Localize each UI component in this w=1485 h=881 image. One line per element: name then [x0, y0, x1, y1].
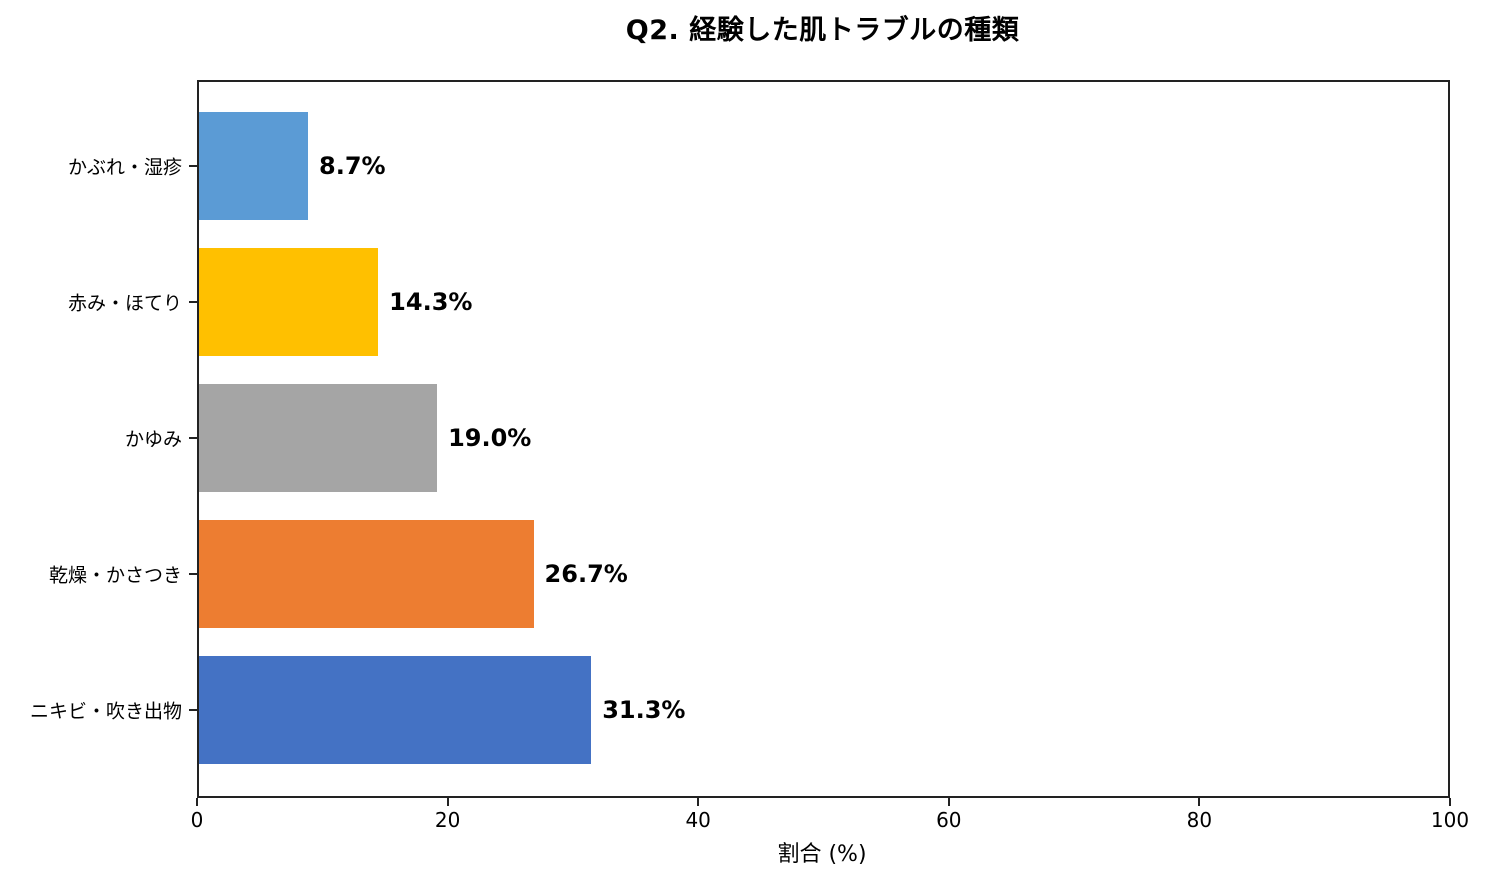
bar-value-label: 19.0% — [448, 424, 532, 452]
y-tick — [189, 301, 197, 303]
y-tick-label: ニキビ・吹き出物 — [29, 700, 182, 723]
x-tick-label: 100 — [1430, 808, 1470, 832]
x-tick — [1198, 798, 1201, 806]
x-tick-label: 80 — [1186, 808, 1213, 832]
y-tick — [189, 573, 197, 575]
y-tick — [189, 437, 197, 439]
bar-value-label: 14.3% — [389, 288, 473, 316]
x-tick-label: 0 — [190, 808, 204, 832]
y-tick — [189, 709, 197, 711]
y-tick-label: かぶれ・湿疹 — [67, 156, 182, 179]
y-tick — [189, 165, 197, 167]
bar — [199, 520, 534, 628]
x-tick — [947, 798, 950, 806]
plot-area — [197, 80, 1450, 798]
x-axis-title: 割合 (%) — [777, 842, 867, 867]
y-tick-label: かゆみ — [124, 428, 182, 451]
bar — [199, 112, 308, 220]
y-tick-label: 乾燥・かさつき — [48, 564, 182, 587]
bar-value-label: 8.7% — [319, 152, 386, 180]
y-tick-label: 赤み・ほてり — [67, 292, 182, 315]
bar — [199, 248, 379, 356]
x-tick-label: 20 — [434, 808, 461, 832]
bar-value-label: 31.3% — [602, 696, 686, 724]
x-tick — [196, 798, 198, 806]
x-tick-label: 60 — [936, 808, 962, 832]
bar — [199, 656, 592, 764]
x-tick-label: 40 — [685, 808, 711, 832]
x-tick — [697, 798, 700, 806]
chart-title: Q2. 経験した肌トラブルの種類 — [625, 15, 1020, 46]
bar — [199, 384, 438, 492]
x-tick — [1449, 798, 1451, 806]
x-tick — [446, 798, 449, 806]
bar-value-label: 26.7% — [544, 560, 628, 588]
